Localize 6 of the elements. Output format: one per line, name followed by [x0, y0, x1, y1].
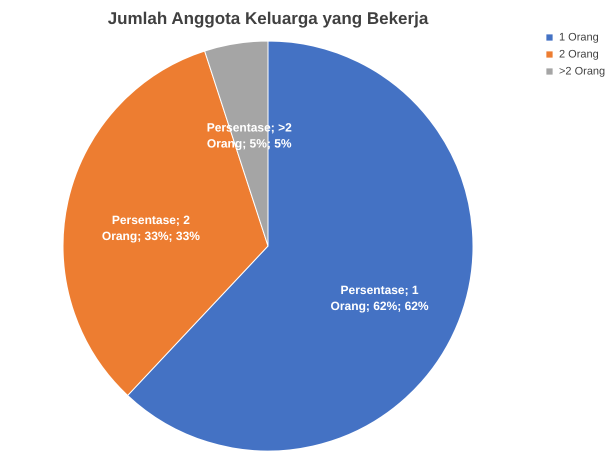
legend-label: >2 Orang: [559, 66, 606, 78]
legend-label: 1 Orang: [559, 32, 599, 44]
legend-label: 2 Orang: [559, 48, 599, 60]
data-label: Persentase; 1 Orang; 62%; 62%: [330, 283, 429, 314]
chart-title: Jumlah Anggota Keluarga yang Bekerja: [108, 9, 429, 28]
data-label: Persentase; 2 Orang; 33%; 33%: [102, 212, 200, 243]
